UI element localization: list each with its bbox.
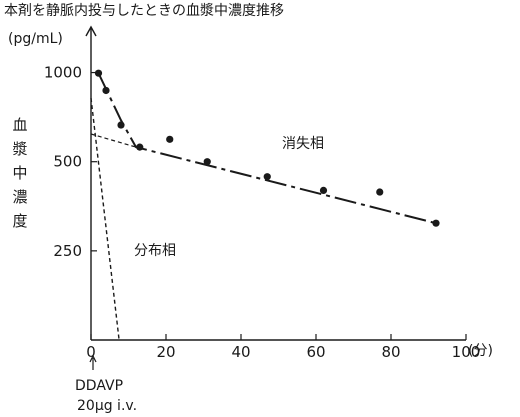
data-point — [263, 173, 271, 181]
data-point — [117, 121, 125, 129]
data-point — [94, 69, 103, 77]
dose-annotation-drug: DDAVP — [75, 378, 123, 394]
data-point — [203, 158, 211, 166]
dose-annotation-amount: 20μg i.v. — [77, 398, 137, 414]
data-point — [102, 86, 110, 95]
y-axis-label-char: 血 — [12, 116, 27, 134]
chart-title: 本剤を静脈内投与したときの血漿中濃度推移 — [4, 3, 284, 19]
data-point — [166, 135, 174, 143]
data-point — [376, 188, 384, 196]
y-axis-label: 血漿中濃度 — [12, 116, 27, 230]
x-tick-label: 0 — [86, 343, 96, 361]
data-point — [319, 186, 328, 195]
x-tick-label: 80 — [381, 343, 400, 361]
y-tick-label: 1000 — [44, 64, 82, 82]
y-axis-label-char: 漿 — [12, 140, 27, 158]
x-tick-label: 40 — [231, 343, 250, 361]
distribution-phase-line — [90, 98, 120, 341]
y-tick-label: 500 — [53, 153, 82, 171]
elimination-phase-label: 消失相 — [282, 136, 324, 152]
y-tick-label: 250 — [53, 242, 82, 260]
y-axis-label-char: 濃 — [12, 188, 27, 206]
data-point — [432, 219, 440, 227]
x-unit-label: (分) — [468, 343, 493, 359]
fitted-concentration-curve — [97, 72, 437, 225]
data-point — [136, 143, 144, 151]
x-tick-label: 100 — [452, 343, 481, 361]
y-unit-label: (pg/mL) — [8, 31, 63, 47]
y-axis-arrow — [85, 25, 97, 37]
elimination-extrapolation-line — [90, 133, 137, 148]
x-tick-label: 60 — [306, 343, 325, 361]
x-tick-label: 20 — [156, 343, 175, 361]
y-axis-label-char: 度 — [12, 212, 27, 230]
dose-arrow-head — [89, 354, 97, 363]
y-axis-label-char: 中 — [12, 164, 27, 182]
distribution-phase-label: 分布相 — [134, 243, 176, 259]
